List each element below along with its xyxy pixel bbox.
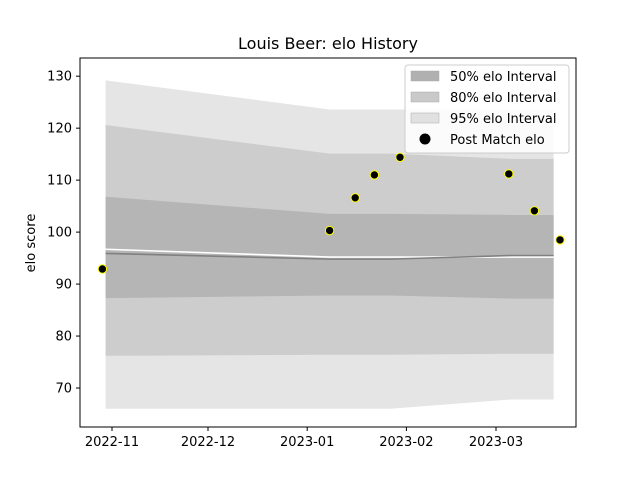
- post-match-point: [369, 170, 380, 180]
- x-tick-label: 2022-11: [85, 435, 139, 450]
- legend-label-95-elo-interval: 95% elo Interval: [450, 112, 557, 127]
- post-match-point: [529, 206, 540, 216]
- post-match-point: [504, 169, 514, 179]
- y-tick-label: 80: [55, 330, 72, 345]
- band-50-elo-interval: [105, 196, 554, 299]
- x-tick-label: 2023-02: [379, 435, 433, 450]
- y-axis-ticks: 70 80 90 100 110 120 130: [47, 70, 80, 397]
- post-match-point: [350, 193, 360, 203]
- legend-label-50-elo-interval: 50% elo Interval: [450, 70, 557, 85]
- post-match-point: [97, 264, 108, 274]
- plot-frame: [79, 57, 577, 428]
- legend-box: [404, 64, 570, 154]
- y-axis-label: elo score: [24, 214, 39, 273]
- legend-swatch-80-elo-interval: [410, 91, 440, 103]
- y-tick-label: 100: [47, 226, 72, 241]
- y-tick-label: 90: [55, 278, 72, 293]
- interval-bands: [105, 80, 554, 409]
- x-tick-label: 2023-03: [469, 435, 523, 450]
- post-match-point: [324, 225, 335, 236]
- legend: 50% elo Interval 80% elo Interval 95% elo …: [404, 64, 570, 154]
- y-tick-label: 130: [47, 70, 72, 85]
- post-match-point: [555, 235, 565, 245]
- post-match-point: [395, 152, 405, 162]
- post-match-points: [97, 152, 565, 274]
- legend-marker-post-match: [419, 133, 431, 145]
- y-tick-label: 120: [47, 122, 72, 137]
- x-tick-label: 2023-01: [280, 435, 334, 450]
- legend-swatch-95-elo-interval: [410, 112, 440, 124]
- x-tick-label: 2022-12: [181, 435, 235, 450]
- trend-line-2: [105, 252, 554, 260]
- legend-swatch-50-elo-interval: [410, 70, 440, 82]
- x-axis-ticks: 2022-11 2022-12 2023-01 2023-02 2023-03: [85, 427, 523, 450]
- chart-title: Louis Beer: elo History: [238, 34, 418, 53]
- trend-line-1: [105, 248, 554, 258]
- y-tick-label: 70: [55, 382, 72, 397]
- median-lines: [105, 248, 554, 260]
- legend-label-80-elo-interval: 80% elo Interval: [450, 91, 557, 106]
- legend-label-post-match-elo: Post Match elo: [450, 133, 545, 148]
- y-tick-label: 110: [47, 174, 72, 189]
